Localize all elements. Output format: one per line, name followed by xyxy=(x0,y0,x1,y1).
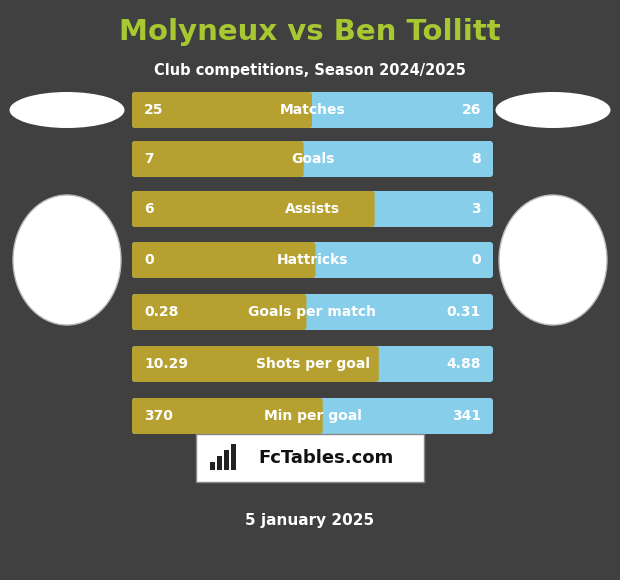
Text: FcTables.com: FcTables.com xyxy=(258,449,393,467)
Text: 8: 8 xyxy=(471,152,481,166)
Text: 7: 7 xyxy=(144,152,154,166)
Text: Assists: Assists xyxy=(285,202,340,216)
Ellipse shape xyxy=(9,92,125,128)
FancyBboxPatch shape xyxy=(132,294,306,330)
Bar xyxy=(217,456,222,470)
Bar xyxy=(210,462,215,470)
Text: 0: 0 xyxy=(471,253,481,267)
Ellipse shape xyxy=(13,195,121,325)
Text: 370: 370 xyxy=(144,409,173,423)
Text: 5 january 2025: 5 january 2025 xyxy=(246,513,374,527)
Text: Shots per goal: Shots per goal xyxy=(255,357,370,371)
Text: Molyneux vs Ben Tollitt: Molyneux vs Ben Tollitt xyxy=(119,18,501,46)
FancyBboxPatch shape xyxy=(132,92,493,128)
FancyBboxPatch shape xyxy=(132,141,493,177)
FancyBboxPatch shape xyxy=(132,92,312,128)
FancyBboxPatch shape xyxy=(132,242,316,278)
Bar xyxy=(231,444,236,470)
FancyBboxPatch shape xyxy=(196,434,424,482)
FancyBboxPatch shape xyxy=(132,294,493,330)
Text: Hattricks: Hattricks xyxy=(277,253,348,267)
Text: Goals per match: Goals per match xyxy=(249,305,376,319)
Text: Matches: Matches xyxy=(280,103,345,117)
FancyBboxPatch shape xyxy=(132,141,304,177)
Text: 341: 341 xyxy=(452,409,481,423)
Text: 0: 0 xyxy=(144,253,154,267)
Text: 0.28: 0.28 xyxy=(144,305,179,319)
Text: 0.31: 0.31 xyxy=(447,305,481,319)
FancyBboxPatch shape xyxy=(132,346,493,382)
Ellipse shape xyxy=(499,195,607,325)
Bar xyxy=(224,450,229,470)
Text: 6: 6 xyxy=(144,202,154,216)
Text: 4.88: 4.88 xyxy=(446,357,481,371)
FancyBboxPatch shape xyxy=(132,191,493,227)
FancyBboxPatch shape xyxy=(132,346,379,382)
Text: 26: 26 xyxy=(462,103,481,117)
Text: 10.29: 10.29 xyxy=(144,357,188,371)
Text: 3: 3 xyxy=(471,202,481,216)
Text: Min per goal: Min per goal xyxy=(264,409,361,423)
FancyBboxPatch shape xyxy=(132,398,323,434)
Text: Goals: Goals xyxy=(291,152,334,166)
Text: 25: 25 xyxy=(144,103,164,117)
FancyBboxPatch shape xyxy=(132,191,374,227)
FancyBboxPatch shape xyxy=(132,398,493,434)
Text: Club competitions, Season 2024/2025: Club competitions, Season 2024/2025 xyxy=(154,63,466,78)
FancyBboxPatch shape xyxy=(132,242,493,278)
Ellipse shape xyxy=(495,92,611,128)
